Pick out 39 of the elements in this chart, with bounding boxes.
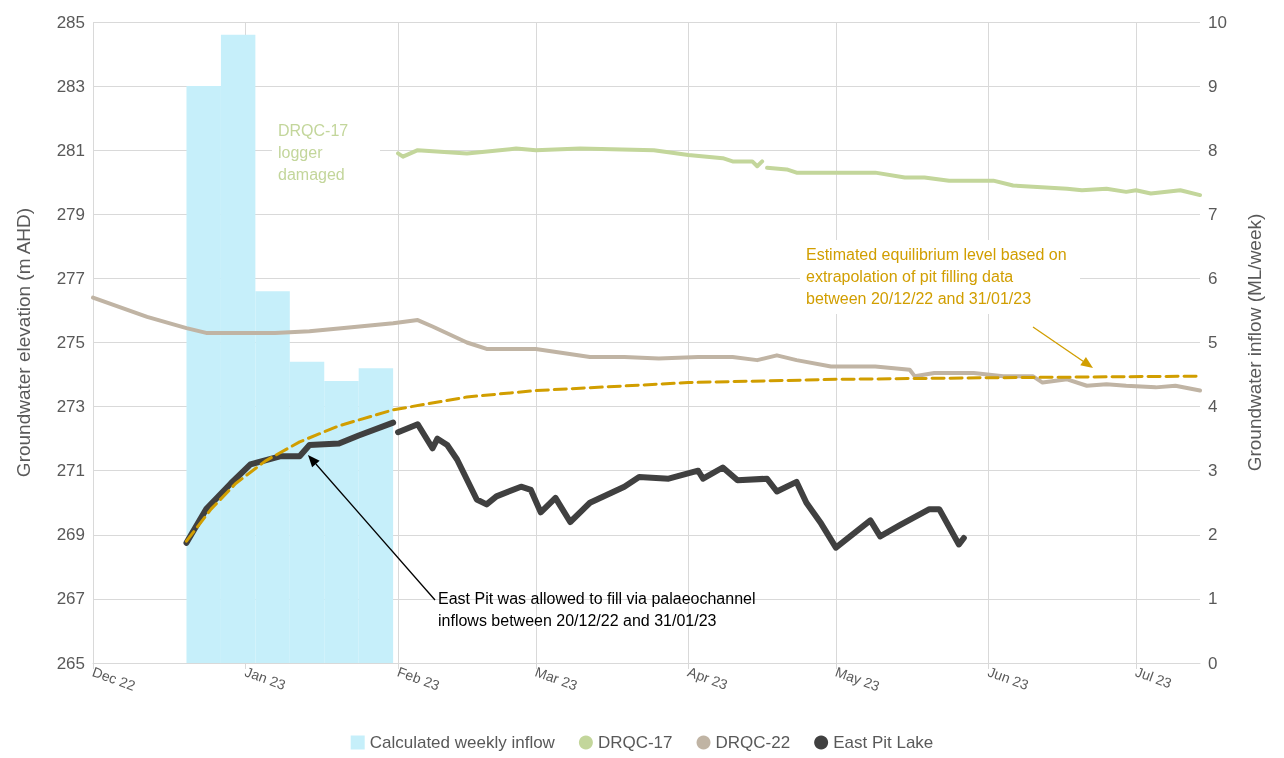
y2-tick-label: 10 [1208,12,1227,32]
x-tick-label: May 23 [833,663,882,695]
y2-axis-title: Groundwater inflow (ML/week) [1244,213,1265,472]
x-tick-label: Dec 22 [90,663,138,694]
x-tick-label: Jul 23 [1133,663,1175,692]
y2-tick-label: 2 [1208,525,1218,545]
annotation: East Pit was allowed to fill via palaeochannel inflows between 20/12/22 and 31/01/23 [437,589,757,631]
y-tick-label: 273 [56,397,85,417]
y-tick-label: 275 [56,333,85,352]
x-tick-label: Jun 23 [985,663,1031,693]
y-tick-label: 265 [56,653,85,673]
y-tick-label: 285 [56,12,85,32]
x-tick-label: Apr 23 [685,663,731,693]
y2-tick-label: 0 [1208,653,1218,673]
y-tick-label: 283 [56,76,85,96]
x-tick-label: Mar 23 [533,663,580,694]
y2-tick-label: 3 [1208,461,1218,481]
annotation: Estimated equilibrium level based on extrapolation of pit filling data between 20/12/22 and 31/01/23 [800,240,1080,314]
y-axis-title: Groundwater elevation (m AHD) [13,207,34,478]
legend-label: DRQC-17 [597,733,673,752]
legend-label: Calculated weekly inflow [369,733,556,752]
y-tick-label: 269 [56,525,85,545]
annotation: DRQC-17 logger damaged [272,116,380,190]
y-tick-label: 281 [56,140,85,160]
x-tick-label: Jan 23 [242,663,288,693]
y2-tick-label: 7 [1208,204,1218,224]
y2-tick-label: 9 [1208,76,1218,96]
legend-label: East Pit Lake [833,733,934,752]
y-tick-label: 277 [56,268,85,288]
y-tick-label: 267 [56,589,85,609]
y2-tick-label: 5 [1208,333,1218,352]
y-tick-label: 271 [56,461,85,481]
y2-tick-label: 8 [1208,140,1218,160]
legend-label: DRQC-22 [715,733,791,752]
y2-tick-label: 6 [1208,268,1218,288]
x-tick-label: Feb 23 [395,663,442,694]
y2-tick-label: 4 [1208,397,1218,417]
y-tick-label: 279 [56,204,85,224]
y2-tick-label: 1 [1208,589,1218,609]
